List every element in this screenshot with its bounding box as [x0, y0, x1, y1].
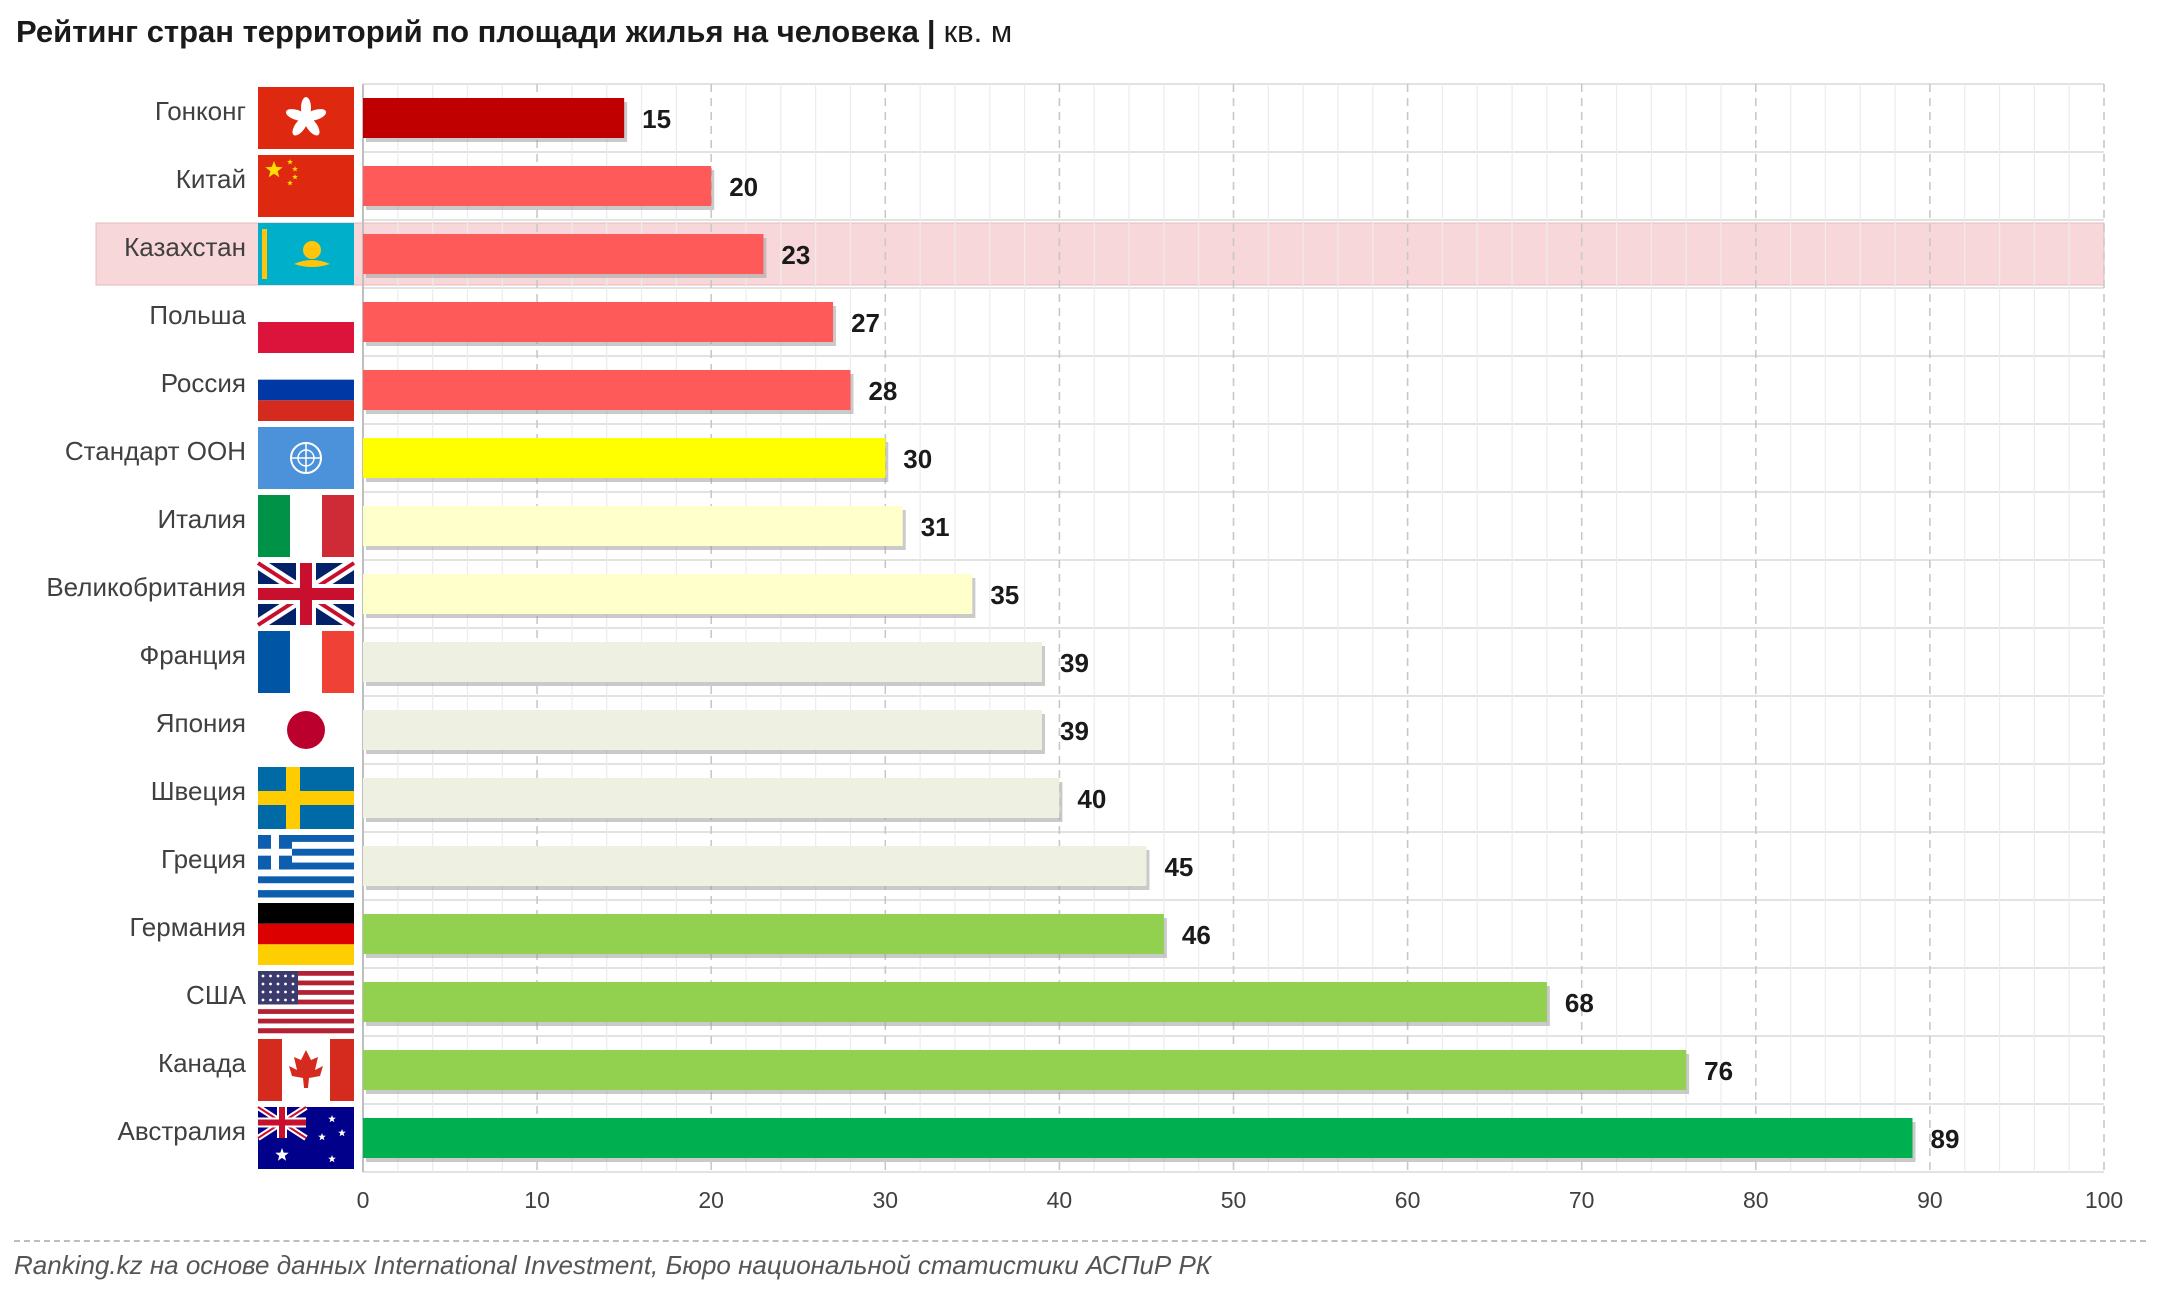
hong-kong-flag-icon	[258, 87, 354, 149]
usa-flag-icon	[258, 971, 354, 1034]
value-label: 35	[990, 580, 1019, 610]
category-label: Польша	[149, 300, 246, 330]
category-label: Италия	[157, 504, 246, 534]
category-label: Франция	[139, 640, 246, 670]
category-label: Япония	[156, 708, 246, 738]
category-label: Австралия	[118, 1116, 246, 1146]
sweden-flag-icon	[258, 767, 354, 829]
category-label: США	[186, 980, 247, 1010]
source-divider	[14, 1240, 2146, 1242]
title-separator: |	[926, 14, 936, 49]
bar	[363, 574, 973, 614]
category-label: Швеция	[151, 776, 246, 806]
greece-flag-icon	[258, 835, 354, 898]
value-label: 89	[1930, 1124, 1959, 1154]
value-label: 15	[642, 104, 671, 134]
chart-title-main: Рейтинг стран территорий по площади жиль…	[16, 14, 919, 49]
chart-title: Рейтинг стран территорий по площади жиль…	[16, 14, 1012, 50]
value-label: 39	[1060, 716, 1089, 746]
value-label: 31	[921, 512, 950, 542]
italy-flag-icon	[258, 495, 354, 557]
canada-flag-icon	[258, 1039, 354, 1101]
france-flag-icon	[258, 631, 354, 693]
value-label: 28	[868, 376, 897, 406]
bar	[363, 846, 1147, 886]
value-label: 45	[1164, 852, 1193, 882]
bar	[363, 370, 851, 410]
bar	[363, 982, 1547, 1022]
uk-flag-icon	[254, 557, 358, 631]
bar	[363, 642, 1042, 682]
japan-flag-icon	[258, 699, 354, 761]
x-tick-label: 30	[873, 1187, 899, 1213]
category-label: Канада	[158, 1048, 247, 1078]
value-label: 30	[903, 444, 932, 474]
un-flag-icon	[258, 427, 354, 489]
value-label: 76	[1704, 1056, 1733, 1086]
bar	[363, 98, 625, 138]
x-tick-label: 40	[1047, 1187, 1073, 1213]
value-label: 40	[1077, 784, 1106, 814]
china-flag-icon	[258, 155, 354, 217]
bar	[363, 234, 764, 274]
x-tick-label: 70	[1569, 1187, 1595, 1213]
category-label: Казахстан	[124, 232, 246, 262]
x-tick-label: 100	[2085, 1187, 2123, 1213]
value-label: 20	[729, 172, 758, 202]
category-label: Россия	[161, 368, 246, 398]
x-tick-label: 80	[1743, 1187, 1769, 1213]
bar	[363, 914, 1164, 954]
bar	[363, 506, 903, 546]
poland-flag-icon	[258, 291, 354, 353]
category-label: Китай	[176, 164, 246, 194]
x-tick-label: 60	[1395, 1187, 1421, 1213]
value-label: 46	[1182, 920, 1211, 950]
x-tick-label: 20	[698, 1187, 724, 1213]
bar	[363, 1050, 1687, 1090]
category-label: Германия	[129, 912, 246, 942]
value-label: 23	[781, 240, 810, 270]
bar	[363, 302, 834, 342]
australia-flag-icon	[256, 1104, 354, 1169]
bar	[363, 166, 712, 206]
x-tick-label: 10	[524, 1187, 550, 1213]
bar-chart: 15 Гонконг 20 Китай 23 Казахстан 27 Польша 28 Рос…	[46, 83, 2123, 1213]
value-label: 68	[1565, 988, 1594, 1018]
germany-flag-icon	[258, 903, 354, 965]
chart-title-unit: кв. м	[943, 14, 1013, 49]
bar	[363, 438, 886, 478]
bar	[363, 1118, 1913, 1158]
x-tick-label: 0	[357, 1187, 370, 1213]
category-label: Стандарт ООН	[65, 436, 246, 466]
category-label: Греция	[161, 844, 246, 874]
category-label: Великобритания	[46, 572, 246, 602]
kazakhstan-flag-icon	[258, 223, 354, 285]
x-tick-label: 50	[1221, 1187, 1247, 1213]
x-tick-label: 90	[1917, 1187, 1943, 1213]
russia-flag-icon	[258, 359, 354, 421]
category-label: Гонконг	[155, 96, 246, 126]
value-label: 39	[1060, 648, 1089, 678]
bar	[363, 778, 1060, 818]
bar	[363, 710, 1042, 750]
value-label: 27	[851, 308, 880, 338]
source-note: Ranking.kz на основе данных Internationa…	[14, 1250, 1212, 1280]
